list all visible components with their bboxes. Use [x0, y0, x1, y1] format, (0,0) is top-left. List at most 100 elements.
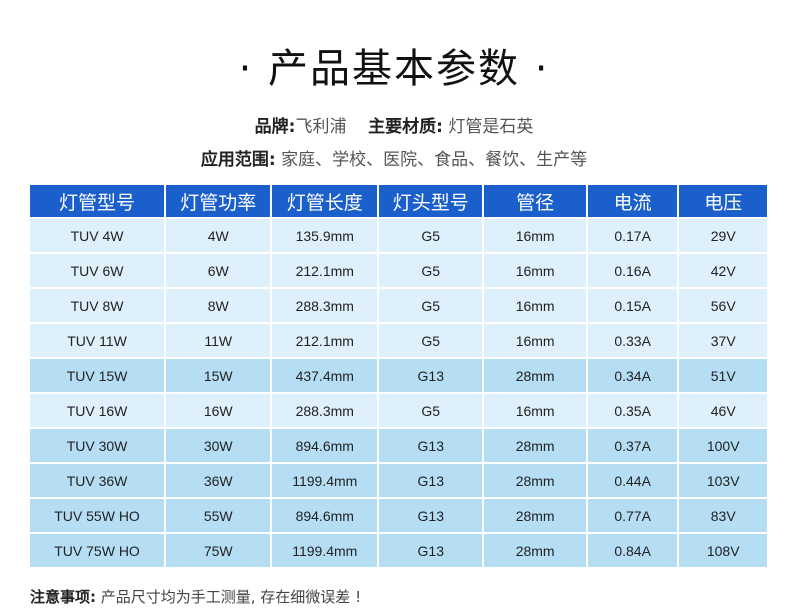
table-cell: G13	[379, 499, 483, 534]
table-cell: G13	[379, 534, 483, 569]
table-cell: G5	[379, 394, 483, 429]
spec-table: 灯管型号 灯管功率 灯管长度 灯头型号 管径 电流 电压 TUV 4W 4W 135.9mm G5…	[28, 185, 769, 569]
table-row: TUV 36W 36W 1199.4mm G13 28mm 0.44A 103V	[30, 464, 767, 499]
brand-label: 品牌:	[254, 117, 296, 137]
table-row: TUV 11W 11W 212.1mm G5 16mm 0.33A 37V	[30, 324, 767, 359]
table-cell: 0.37A	[587, 429, 678, 464]
table-row: TUV 55W HO 55W 894.6mm G13 28mm 0.77A 83V	[30, 499, 767, 534]
table-cell: TUV 11W	[30, 324, 165, 359]
table-cell: 212.1mm	[272, 324, 378, 359]
table-cell: TUV 16W	[30, 394, 165, 429]
table-cell: 437.4mm	[272, 359, 378, 394]
table-row: TUV 75W HO 75W 1199.4mm G13 28mm 0.84A 108V	[30, 534, 767, 569]
table-cell: 288.3mm	[272, 394, 378, 429]
column-header: 灯管长度	[272, 185, 378, 219]
table-cell: 42V	[679, 254, 767, 289]
table-row: TUV 30W 30W 894.6mm G13 28mm 0.37A 100V	[30, 429, 767, 464]
table-row: TUV 6W 6W 212.1mm G5 16mm 0.16A 42V	[30, 254, 767, 289]
table-cell: 0.44A	[587, 464, 678, 499]
note-text: 产品尺寸均为手工测量, 存在细微误差 !	[96, 588, 362, 606]
table-cell: G13	[379, 359, 483, 394]
table-cell: 28mm	[484, 429, 586, 464]
table-cell: 0.17A	[587, 219, 678, 254]
note-label: 注意事项:	[30, 588, 96, 606]
table-cell: TUV 30W	[30, 429, 165, 464]
table-row: TUV 4W 4W 135.9mm G5 16mm 0.17A 29V	[30, 219, 767, 254]
table-row: TUV 8W 8W 288.3mm G5 16mm 0.15A 56V	[30, 289, 767, 324]
table-cell: 16mm	[484, 289, 586, 324]
material-label: 主要材质:	[368, 117, 443, 137]
column-header: 灯管型号	[30, 185, 165, 219]
table-cell: 108V	[679, 534, 767, 569]
note: 注意事项: 产品尺寸均为手工测量, 存在细微误差 !	[30, 586, 361, 607]
table-cell: 0.35A	[587, 394, 678, 429]
column-header: 电流	[587, 185, 678, 219]
table-cell: TUV 15W	[30, 359, 165, 394]
table-cell: G5	[379, 324, 483, 359]
table-cell: 894.6mm	[272, 499, 378, 534]
table-cell: 51V	[679, 359, 767, 394]
table-cell: G5	[379, 289, 483, 324]
table-cell: 4W	[166, 219, 271, 254]
table-cell: 288.3mm	[272, 289, 378, 324]
table-cell: 0.15A	[587, 289, 678, 324]
table-cell: 37V	[679, 324, 767, 359]
material-value: 灯管是石英	[448, 117, 534, 137]
table-header-row: 灯管型号 灯管功率 灯管长度 灯头型号 管径 电流 电压	[30, 185, 767, 219]
table-cell: 6W	[166, 254, 271, 289]
table-cell: TUV 55W HO	[30, 499, 165, 534]
table-cell: 1199.4mm	[272, 464, 378, 499]
table-cell: 56V	[679, 289, 767, 324]
table-cell: G5	[379, 254, 483, 289]
column-header: 灯管功率	[166, 185, 271, 219]
table-cell: 83V	[679, 499, 767, 534]
table-cell: 0.77A	[587, 499, 678, 534]
table-cell: 16mm	[484, 394, 586, 429]
table-cell: 0.84A	[587, 534, 678, 569]
table-cell: 212.1mm	[272, 254, 378, 289]
table-cell: G5	[379, 219, 483, 254]
table-cell: 36W	[166, 464, 271, 499]
page-title: · 产品基本参数 ·	[238, 46, 550, 92]
table-cell: 1199.4mm	[272, 534, 378, 569]
table-cell: 0.16A	[587, 254, 678, 289]
table-cell: 28mm	[484, 359, 586, 394]
table-cell: 75W	[166, 534, 271, 569]
table-cell: 103V	[679, 464, 767, 499]
table-cell: 16W	[166, 394, 271, 429]
brand-material-line: 品牌:飞利浦 主要材质: 灯管是石英	[0, 112, 788, 137]
table-cell: 28mm	[484, 534, 586, 569]
table-cell: 0.34A	[587, 359, 678, 394]
table-cell: 46V	[679, 394, 767, 429]
table-cell: 16mm	[484, 219, 586, 254]
table-cell: 29V	[679, 219, 767, 254]
table-cell: 8W	[166, 289, 271, 324]
table-cell: 16mm	[484, 254, 586, 289]
scope-label: 应用范围:	[200, 150, 276, 170]
table-cell: TUV 4W	[30, 219, 165, 254]
table-row: TUV 15W 15W 437.4mm G13 28mm 0.34A 51V	[30, 359, 767, 394]
table-cell: 894.6mm	[272, 429, 378, 464]
table-cell: 11W	[166, 324, 271, 359]
table-cell: 0.33A	[587, 324, 678, 359]
table-cell: 16mm	[484, 324, 586, 359]
scope-line: 应用范围: 家庭、学校、医院、食品、餐饮、生产等	[0, 145, 788, 170]
table-cell: 28mm	[484, 499, 586, 534]
table-cell: 135.9mm	[272, 219, 378, 254]
table-cell: TUV 6W	[30, 254, 165, 289]
table-cell: TUV 75W HO	[30, 534, 165, 569]
table-cell: G13	[379, 429, 483, 464]
table-cell: 30W	[166, 429, 271, 464]
brand-value: 飞利浦	[295, 117, 347, 137]
table-cell: G13	[379, 464, 483, 499]
table-cell: 100V	[679, 429, 767, 464]
table-cell: 28mm	[484, 464, 586, 499]
column-header: 管径	[484, 185, 586, 219]
table-cell: 15W	[166, 359, 271, 394]
column-header: 灯头型号	[379, 185, 483, 219]
table-row: TUV 16W 16W 288.3mm G5 16mm 0.35A 46V	[30, 394, 767, 429]
scope-value: 家庭、学校、医院、食品、餐饮、生产等	[281, 150, 588, 170]
table-cell: TUV 8W	[30, 289, 165, 324]
table-cell: 55W	[166, 499, 271, 534]
table-cell: TUV 36W	[30, 464, 165, 499]
